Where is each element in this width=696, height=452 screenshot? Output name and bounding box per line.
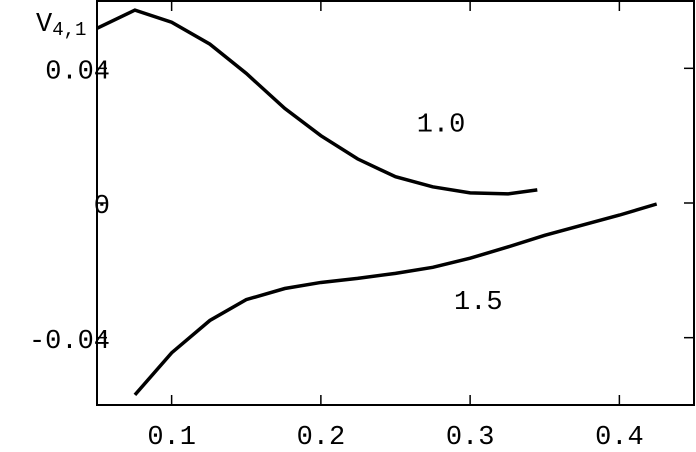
x-tick-label: 0.2 [297,423,346,452]
y-tick-label: 0.04 [45,57,110,87]
curve-label: 1.0 [417,111,466,141]
series-line [133,202,658,397]
y-label-base: V [36,10,53,40]
plot-frame [96,0,695,406]
y-label-sub: 4,1 [52,19,86,41]
x-tick-label: 0.1 [147,423,196,452]
y-tick-label: -0.04 [29,327,110,357]
curve-label: 1.5 [454,288,503,318]
y-tick-label: 0 [94,192,110,222]
series-line [96,8,538,196]
y-axis-label: V4,1 [36,10,86,41]
x-tick-label: 0.4 [595,423,644,452]
x-tick-label: 0.3 [446,423,495,452]
